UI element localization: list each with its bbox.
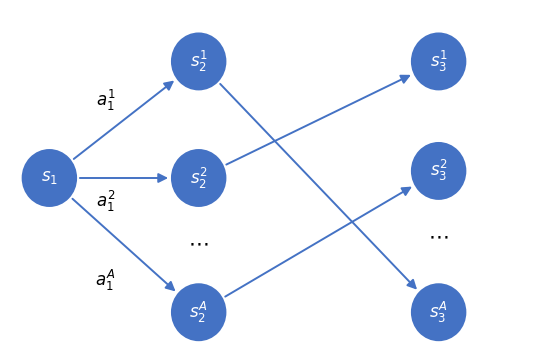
Ellipse shape [21,149,77,207]
Text: $s_2^1$: $s_2^1$ [190,49,207,74]
Text: $s_3^2$: $s_3^2$ [430,158,448,183]
Text: $a_1^A$: $a_1^A$ [95,268,115,293]
Text: $\cdots$: $\cdots$ [189,233,209,253]
Text: $s_3^A$: $s_3^A$ [429,300,448,325]
Ellipse shape [171,149,226,207]
Text: $a_1^2$: $a_1^2$ [96,188,115,214]
Text: $s_2^2$: $s_2^2$ [190,166,207,190]
Ellipse shape [411,142,466,200]
Text: $s_3^1$: $s_3^1$ [430,49,448,74]
Ellipse shape [411,283,466,341]
Text: $a_1^1$: $a_1^1$ [96,88,115,113]
Text: $s_2^A$: $s_2^A$ [189,300,208,325]
Ellipse shape [411,32,466,90]
Ellipse shape [171,283,226,341]
Text: $s_1$: $s_1$ [41,169,58,187]
Ellipse shape [171,32,226,90]
Text: $\cdots$: $\cdots$ [428,226,449,246]
